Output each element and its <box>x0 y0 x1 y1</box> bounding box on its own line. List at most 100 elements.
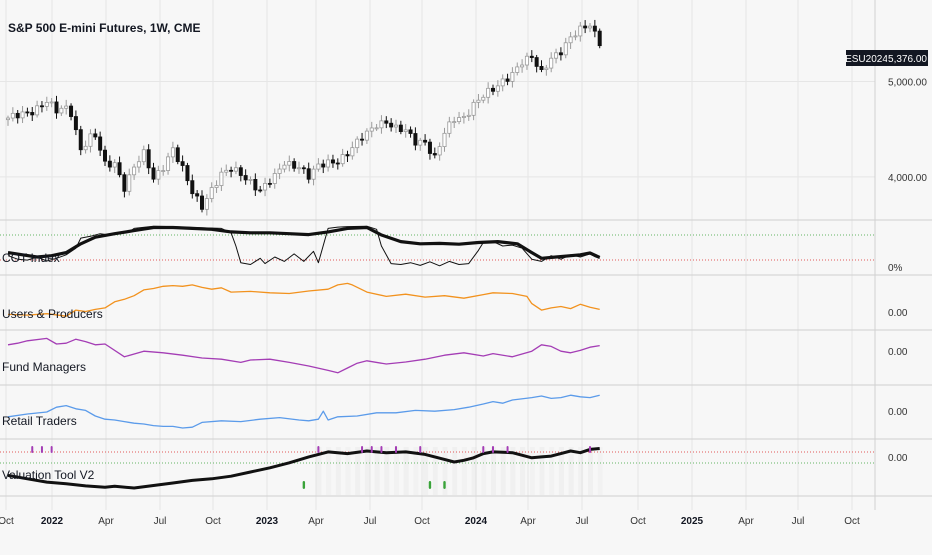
price-pane[interactable]: 5,000.00 4,000.00 <box>6 19 927 216</box>
candle[interactable] <box>117 156 122 178</box>
candle[interactable] <box>282 160 287 173</box>
candle[interactable] <box>466 109 471 121</box>
candle[interactable] <box>199 190 204 213</box>
candle[interactable] <box>592 19 597 38</box>
candle[interactable] <box>573 30 578 41</box>
candle[interactable] <box>520 59 525 73</box>
candle[interactable] <box>563 37 568 59</box>
candle[interactable] <box>190 174 195 199</box>
candle[interactable] <box>6 115 11 126</box>
candle[interactable] <box>233 161 238 175</box>
candle[interactable] <box>398 120 403 135</box>
candle[interactable] <box>490 84 495 96</box>
valuation-tool-pane[interactable]: Valuation Tool V2 0.00 <box>0 446 908 495</box>
candle[interactable] <box>360 132 365 146</box>
candle[interactable] <box>25 107 30 117</box>
candle[interactable] <box>597 28 602 49</box>
candle[interactable] <box>277 163 282 180</box>
candle[interactable] <box>427 138 432 160</box>
cot-index-pane[interactable]: COT Index 0% <box>0 225 903 274</box>
candle[interactable] <box>301 165 306 174</box>
candle[interactable] <box>69 103 74 121</box>
candle[interactable] <box>15 110 20 124</box>
candle[interactable] <box>534 54 539 73</box>
candle[interactable] <box>98 131 103 157</box>
candle[interactable] <box>156 165 161 185</box>
candle[interactable] <box>10 107 15 122</box>
candle[interactable] <box>238 165 243 182</box>
candle[interactable] <box>403 123 408 138</box>
candle[interactable] <box>486 82 491 104</box>
candle[interactable] <box>524 52 529 70</box>
candle[interactable] <box>447 116 452 138</box>
candle[interactable] <box>146 144 151 175</box>
candle[interactable] <box>287 155 292 172</box>
candle[interactable] <box>141 145 146 166</box>
candle[interactable] <box>64 99 69 115</box>
candle[interactable] <box>258 185 263 193</box>
candle[interactable] <box>166 152 171 175</box>
candle[interactable] <box>224 164 229 176</box>
candle[interactable] <box>195 190 200 202</box>
candle[interactable] <box>292 158 297 172</box>
candle[interactable] <box>316 158 321 172</box>
candle[interactable] <box>253 173 258 196</box>
candle[interactable] <box>393 119 398 133</box>
candle[interactable] <box>321 159 326 174</box>
candle[interactable] <box>408 126 413 138</box>
candle[interactable] <box>83 140 88 154</box>
fund-managers-pane[interactable]: Fund Managers 0.00 <box>2 337 908 374</box>
candle[interactable] <box>384 116 389 129</box>
candle[interactable] <box>73 110 78 136</box>
candle[interactable] <box>515 62 520 76</box>
candle[interactable] <box>505 73 510 86</box>
candle[interactable] <box>311 165 316 186</box>
candle[interactable] <box>374 123 379 131</box>
candle[interactable] <box>379 115 384 134</box>
candle[interactable] <box>495 80 500 97</box>
candle[interactable] <box>418 137 423 151</box>
users-producers-pane[interactable]: Users & Producers 0.00 <box>2 282 908 321</box>
candle[interactable] <box>558 47 563 61</box>
candle[interactable] <box>306 162 311 184</box>
retail-traders-pane[interactable]: Retail Traders 0.00 <box>2 394 908 429</box>
candle[interactable] <box>452 116 457 128</box>
candle[interactable] <box>345 150 350 163</box>
candle[interactable] <box>423 134 428 146</box>
candle[interactable] <box>204 194 209 216</box>
candle[interactable] <box>330 154 335 168</box>
candle[interactable] <box>209 182 214 203</box>
candle[interactable] <box>457 111 462 125</box>
candle[interactable] <box>583 20 588 34</box>
candle[interactable] <box>175 144 180 165</box>
candle[interactable] <box>214 180 219 193</box>
candle[interactable] <box>44 96 49 111</box>
candle[interactable] <box>549 52 554 73</box>
candle[interactable] <box>78 125 83 156</box>
candle[interactable] <box>132 163 137 180</box>
candle[interactable] <box>476 93 481 109</box>
candle[interactable] <box>30 107 35 122</box>
candle[interactable] <box>248 176 253 185</box>
candle[interactable] <box>185 162 190 186</box>
candle[interactable] <box>127 168 132 196</box>
candle[interactable] <box>107 155 112 172</box>
candle[interactable] <box>389 118 394 132</box>
candle[interactable] <box>578 21 583 42</box>
candle[interactable] <box>364 128 369 144</box>
candle[interactable] <box>93 128 98 140</box>
candle[interactable] <box>88 129 93 153</box>
candle[interactable] <box>136 155 141 173</box>
candle[interactable] <box>340 148 345 167</box>
candle[interactable] <box>122 172 127 198</box>
candle[interactable] <box>510 67 515 88</box>
candle[interactable] <box>35 100 40 118</box>
candle[interactable] <box>54 95 59 119</box>
candle[interactable] <box>413 127 418 151</box>
candle[interactable] <box>481 94 486 104</box>
candle[interactable] <box>568 31 573 49</box>
candle[interactable] <box>180 155 185 172</box>
candle[interactable] <box>229 166 234 178</box>
candle[interactable] <box>335 158 340 170</box>
